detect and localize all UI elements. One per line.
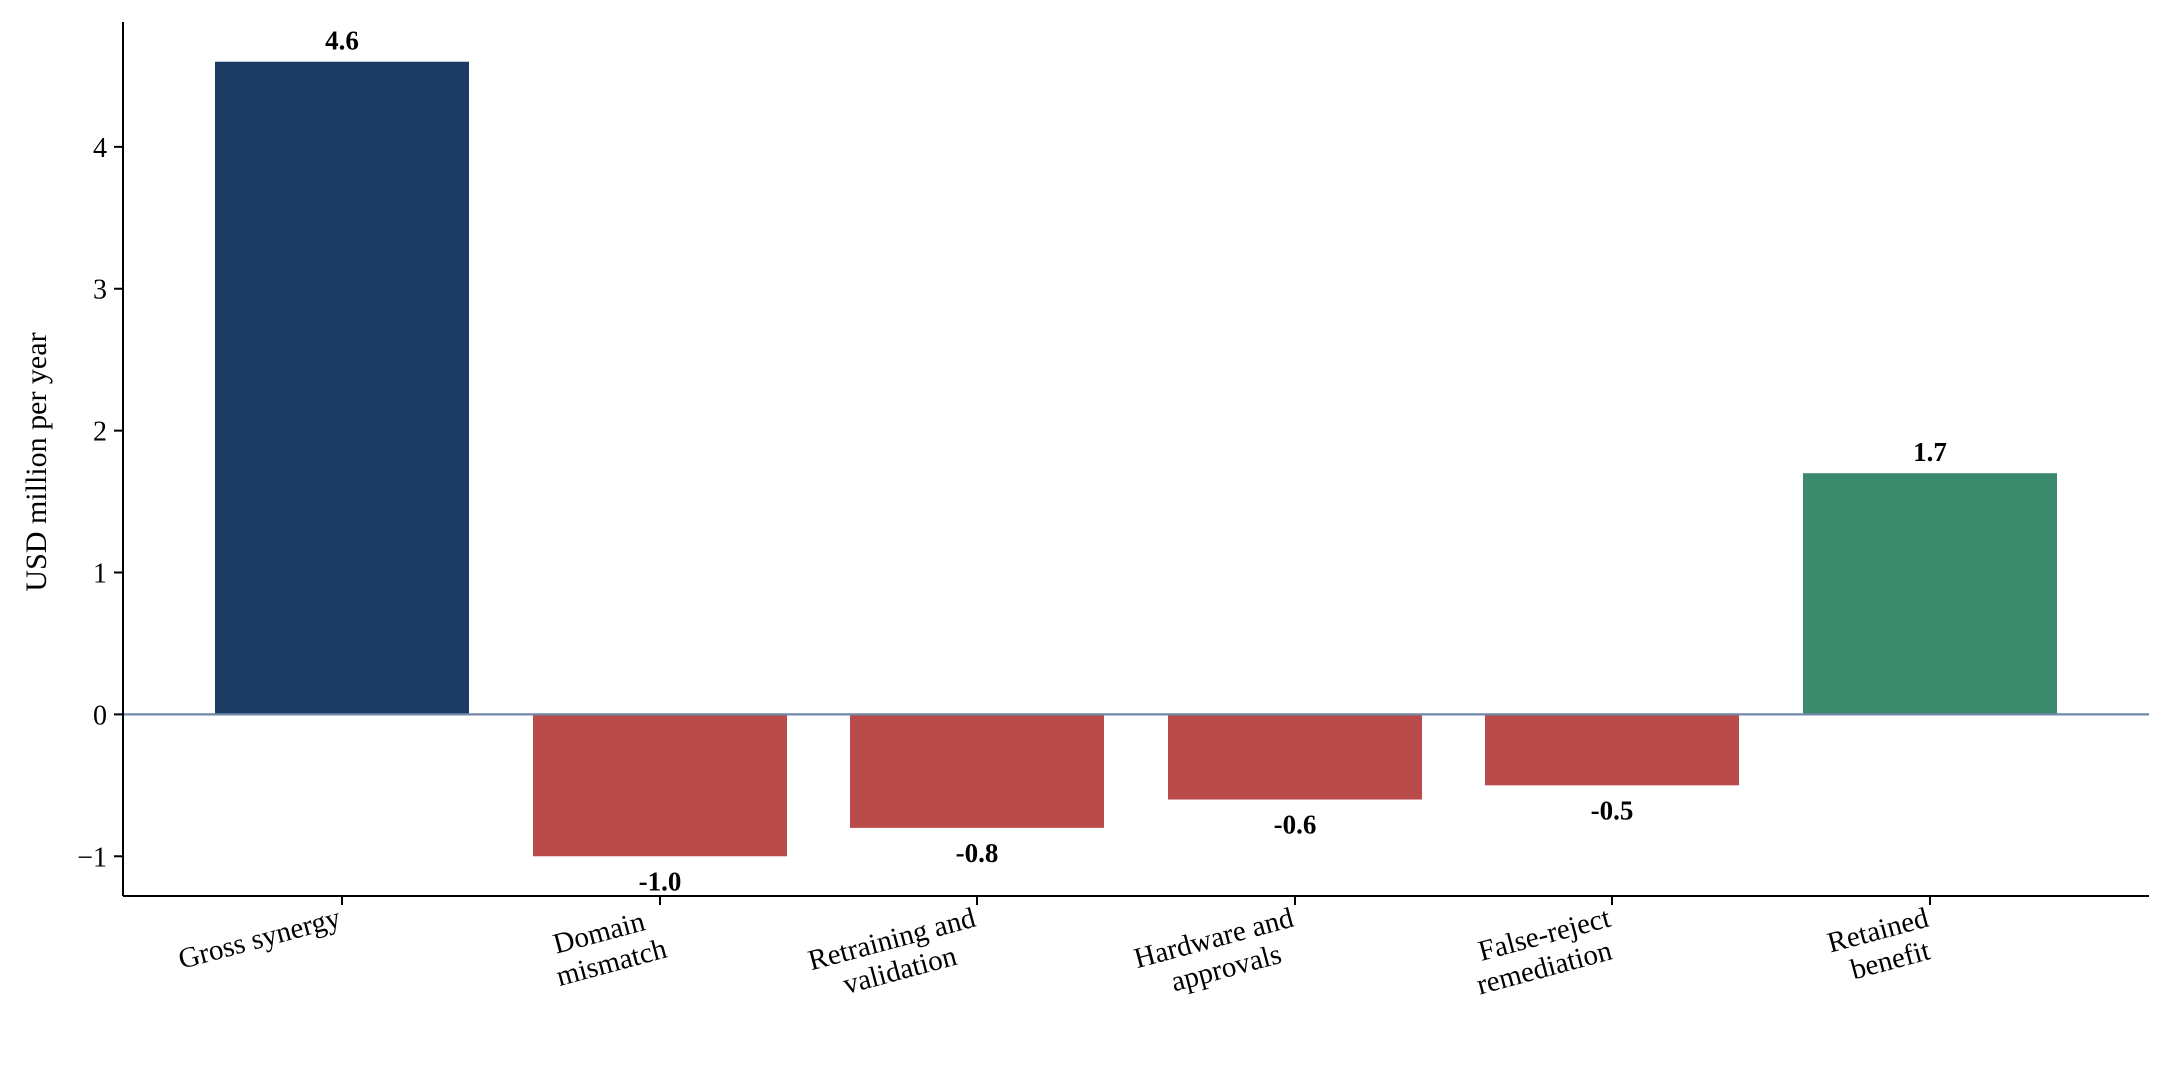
- bar-4: [1485, 714, 1739, 786]
- plot-area: 4.6 -1.0 -0.8 -0.6 -0.5 1.7: [123, 26, 2149, 896]
- y-axis-title: USD million per year: [20, 332, 53, 591]
- bar-2: [850, 714, 1104, 828]
- bar-1: [533, 714, 787, 857]
- bar-5: [1803, 473, 2057, 715]
- data-label-2: -0.8: [956, 838, 999, 868]
- x-tick-label-2: Retraining andvalidation: [805, 902, 988, 1008]
- y-tick-label-0: −1: [77, 842, 107, 873]
- y-tick-label-4: 3: [93, 275, 107, 306]
- x-tick-label-3: Hardware andapprovals: [1131, 902, 1306, 1006]
- bar-3: [1168, 714, 1422, 800]
- x-tick-label-0: Gross synergy: [175, 902, 344, 976]
- data-label-3: -0.6: [1274, 810, 1317, 840]
- y-axis: −1 0 1 2 3 4: [77, 22, 124, 896]
- data-label-5: 1.7: [1913, 437, 1947, 467]
- data-label-1: -1.0: [639, 866, 682, 896]
- y-tick-label-1: 0: [93, 700, 107, 731]
- y-tick-label-5: 4: [93, 133, 107, 164]
- bar-0: [215, 61, 469, 715]
- x-tick-label-4: False-rejectremediation: [1465, 902, 1622, 1001]
- x-tick-label-1: Domainmismatch: [545, 902, 671, 993]
- x-axis: Gross synergy Domainmismatch Retraining an…: [123, 895, 2149, 1008]
- data-label-4: -0.5: [1591, 795, 1634, 825]
- x-tick-label-5: Retainedbenefit: [1824, 902, 1941, 991]
- y-tick-label-3: 2: [93, 417, 107, 448]
- y-tick-label-2: 1: [93, 559, 107, 590]
- data-label-0: 4.6: [325, 26, 359, 56]
